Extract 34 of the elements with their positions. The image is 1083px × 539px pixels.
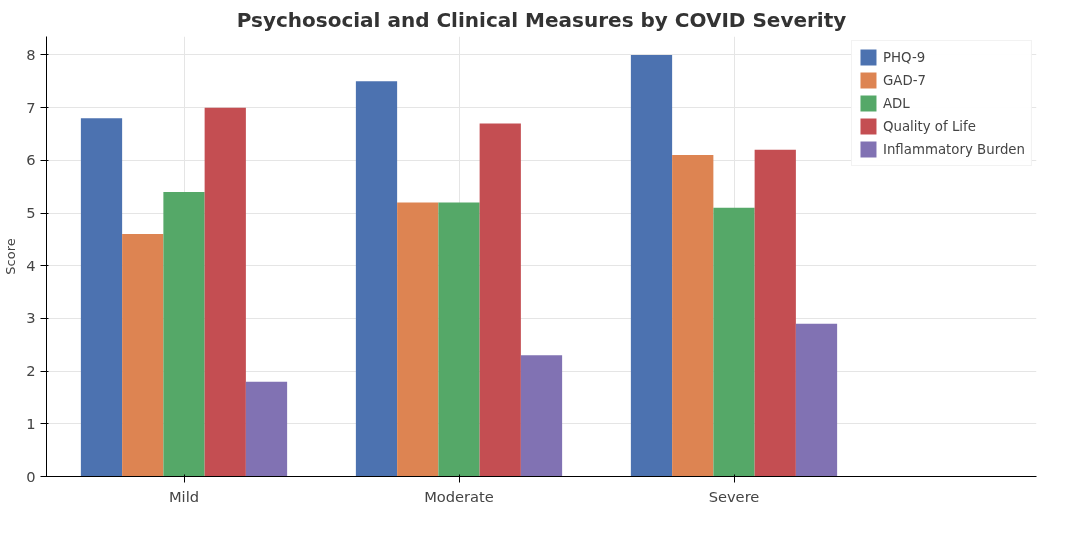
y-tick-label: 6 <box>26 151 36 169</box>
chart-title: Psychosocial and Clinical Measures by COVID Severity <box>236 7 847 32</box>
y-tick-label: 1 <box>26 414 36 432</box>
bar <box>438 202 480 477</box>
bar <box>630 54 673 477</box>
x-tick-label: Moderate <box>424 487 494 505</box>
bar <box>520 355 563 477</box>
legend-label: ADL <box>882 95 910 111</box>
bar <box>122 234 164 477</box>
bar <box>672 155 714 477</box>
legend-label: GAD-7 <box>882 72 926 88</box>
bar <box>245 381 288 477</box>
bar <box>754 149 796 477</box>
bar <box>163 191 205 477</box>
y-tick-label: 0 <box>26 467 36 485</box>
bar <box>397 202 439 477</box>
y-tick-label: 2 <box>26 362 36 380</box>
y-tick-label: 5 <box>26 204 36 222</box>
x-tick-label: Severe <box>708 487 760 505</box>
bar <box>80 118 123 477</box>
bar <box>795 323 838 477</box>
legend-label: PHQ-9 <box>882 49 926 65</box>
y-tick-label: 3 <box>26 309 36 327</box>
bar <box>479 123 521 477</box>
y-tick-label: 8 <box>26 45 36 63</box>
y-tick-label: 7 <box>26 98 36 116</box>
legend-label: Inflammatory Burden <box>882 141 1025 157</box>
bar <box>355 81 398 477</box>
x-tick-label: Mild <box>168 487 200 505</box>
legend-label: Quality of Life <box>882 118 976 134</box>
bar <box>713 207 755 477</box>
y-axis-title: Score <box>3 238 19 275</box>
y-tick-label: 4 <box>26 256 36 274</box>
bar <box>204 107 246 477</box>
